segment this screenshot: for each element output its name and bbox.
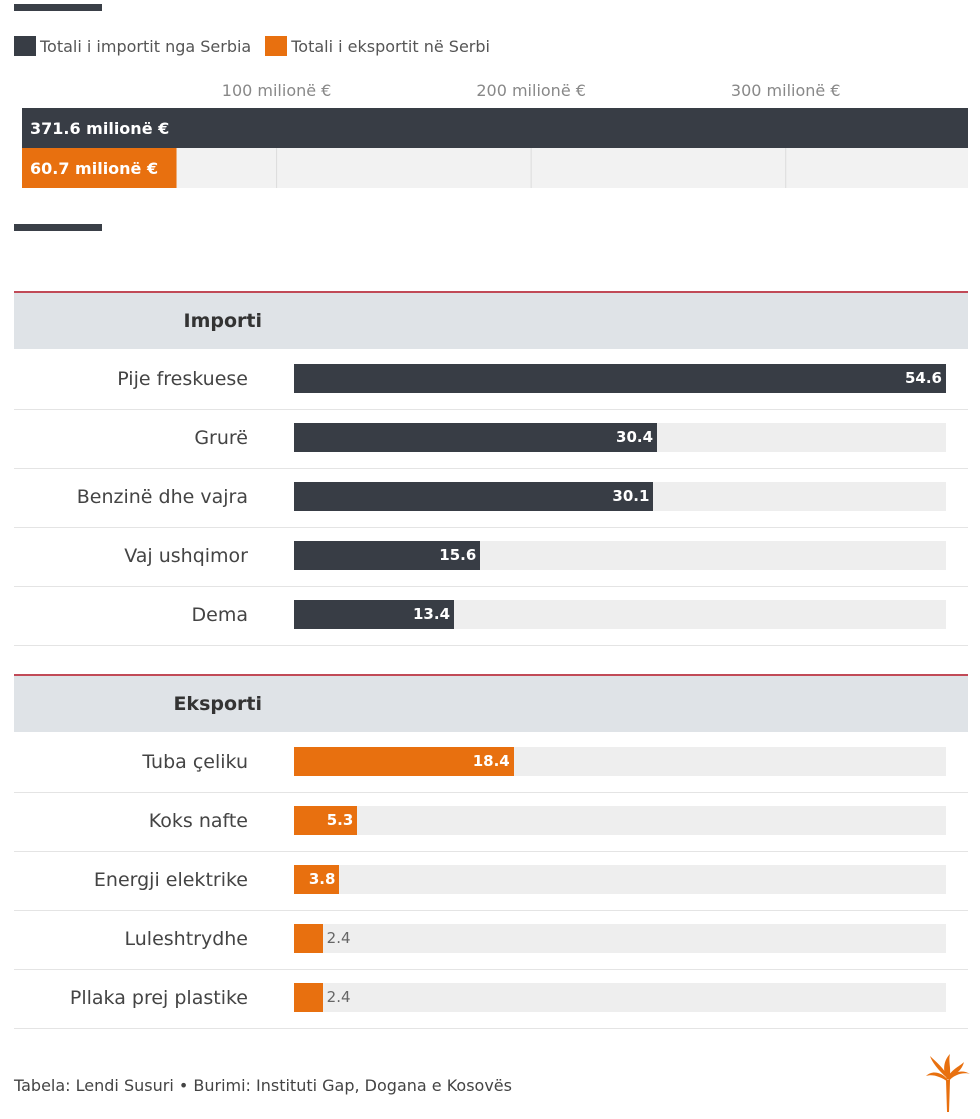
export-row: Koks nafte 5.3: [14, 792, 968, 852]
export-value-label: 2.4: [326, 929, 351, 947]
import-value-label: 54.6: [904, 369, 942, 387]
section-title-exports: Eksporti: [173, 693, 262, 715]
import-bar-track: 15.6: [294, 541, 946, 570]
source-credit: Tabela: Lendi Susuri • Burimi: Instituti…: [14, 1076, 512, 1095]
import-row: Grurë 30.4: [14, 409, 968, 469]
import-bar-track: 30.4: [294, 423, 946, 452]
export-bar: [294, 806, 358, 835]
tick-label: 300 milionë €: [731, 81, 841, 100]
export-value-label: 5.3: [326, 811, 354, 829]
export-value-label: 2.4: [326, 988, 351, 1006]
import-row: Dema 13.4: [14, 586, 968, 646]
import-row: Vaj ushqimor 15.6: [14, 527, 968, 587]
export-value-label: 18.4: [472, 752, 510, 770]
total-export-bar: [22, 148, 177, 188]
tick-label: 200 milionë €: [476, 81, 586, 100]
import-category-label: Benzinë dhe vajra: [76, 486, 248, 508]
export-category-label: Koks nafte: [148, 810, 248, 832]
totals-chart: 100 milionë € 200 milionë € 300 milionë € 3…: [22, 81, 968, 188]
import-bar-track: 30.1: [294, 482, 946, 511]
export-bar-track: 3.8: [294, 865, 946, 894]
export-category-label: Luleshtrydhe: [124, 928, 249, 950]
legend-swatch-export: [265, 36, 288, 56]
import-category-label: Pije freskuese: [117, 368, 248, 390]
export-bar: [294, 924, 323, 953]
export-row: Pllaka prej plastike 2.4: [14, 969, 968, 1029]
export-bar: [294, 865, 340, 894]
import-bar: [294, 482, 654, 511]
export-bar: [294, 983, 323, 1012]
import-bar-track: 13.4: [294, 600, 946, 629]
export-bar-track: 18.4: [294, 747, 946, 776]
section-header-imports: Importi: [14, 291, 968, 349]
import-bar-track: 54.6: [294, 364, 946, 393]
section-header-exports: Eksporti: [14, 674, 968, 732]
export-row: Luleshtrydhe 2.4: [14, 910, 968, 970]
rferl-torch-logo-icon: [926, 1054, 970, 1112]
middle-divider: [14, 224, 102, 231]
import-category-label: Vaj ushqimor: [124, 545, 248, 567]
tick-label: 100 milionë €: [222, 81, 332, 100]
legend-label-import: Totali i importit nga Serbia: [40, 36, 252, 56]
export-category-label: Pllaka prej plastike: [69, 987, 248, 1009]
import-bar: [294, 541, 481, 570]
export-row: Energji elektrike 3.8: [14, 851, 968, 911]
export-bar-track: 2.4: [294, 924, 946, 953]
legend-swatch-import: [14, 36, 36, 56]
export-category-label: Energji elektrike: [93, 869, 248, 891]
export-value-label: 3.8: [308, 870, 336, 888]
import-bar: [294, 364, 946, 393]
import-bar: [294, 423, 658, 452]
import-bar: [294, 600, 454, 629]
legend-label-export: Totali i eksportit në Serbi: [291, 36, 490, 56]
top-divider: [14, 4, 102, 11]
bar-value-label: 60.7 milionë €: [30, 159, 158, 178]
export-bar: [294, 747, 514, 776]
export-row: Tuba çeliku 18.4: [14, 733, 968, 793]
bar-value-label: 371.6 milionë €: [30, 119, 169, 138]
export-bar-track: 2.4: [294, 983, 946, 1012]
import-category-label: Dema: [191, 604, 248, 626]
legend-item-export: Totali i eksportit në Serbi: [265, 36, 490, 56]
export-bar-track: 5.3: [294, 806, 946, 835]
import-value-label: 15.6: [439, 546, 477, 564]
legend-item-import: Totali i importit nga Serbia: [14, 36, 251, 56]
import-category-label: Grurë: [194, 427, 248, 449]
import-value-label: 30.4: [616, 428, 654, 446]
import-value-label: 13.4: [413, 605, 451, 623]
import-value-label: 30.1: [612, 487, 650, 505]
import-row: Benzinë dhe vajra 30.1: [14, 468, 968, 528]
import-row: Pije freskuese 54.6: [14, 350, 968, 410]
export-category-label: Tuba çeliku: [142, 751, 248, 773]
section-title-imports: Importi: [183, 310, 263, 332]
total-import-bar: [22, 108, 968, 148]
legend: Totali i importit nga Serbia Totali i ek…: [14, 34, 504, 58]
